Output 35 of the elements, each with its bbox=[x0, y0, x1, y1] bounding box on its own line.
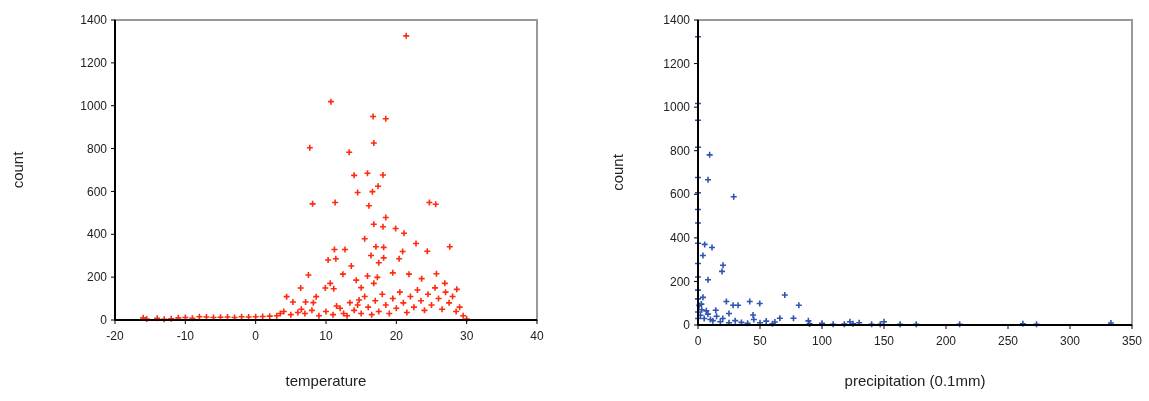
y-tick-label: 600 bbox=[86, 184, 108, 199]
y-tick-label: 1200 bbox=[80, 56, 108, 71]
x-tick-label: -10 bbox=[176, 329, 195, 343]
y-tick-label: 200 bbox=[86, 270, 108, 285]
x-tick-label: 20 bbox=[389, 329, 404, 343]
x-axis-title: temperature bbox=[285, 372, 367, 389]
y-tick-label: 1000 bbox=[663, 100, 691, 115]
y-axis-title: count bbox=[9, 150, 27, 189]
x-tick-label: 10 bbox=[319, 329, 333, 343]
y-axis-title: count bbox=[609, 153, 627, 191]
y-tick-label: 600 bbox=[669, 187, 691, 202]
y-tick-label: 1400 bbox=[663, 13, 691, 28]
y-tick-label: 0 bbox=[683, 318, 691, 333]
x-tick-label: 50 bbox=[753, 334, 767, 348]
y-tick-label: 1400 bbox=[80, 13, 108, 28]
x-tick-label: 200 bbox=[935, 334, 957, 348]
x-tick-label: -20 bbox=[106, 329, 124, 343]
y-tick-label: 400 bbox=[669, 231, 691, 246]
x-tick-label: 100 bbox=[811, 334, 833, 348]
x-tick-label: 40 bbox=[530, 329, 544, 343]
x-tick-label: 300 bbox=[1059, 334, 1081, 348]
x-tick-label: 30 bbox=[459, 329, 474, 343]
y-tick-label: 800 bbox=[86, 141, 108, 156]
y-tick-label: 400 bbox=[86, 227, 108, 242]
x-tick-label: 0 bbox=[252, 329, 260, 343]
x-tick-label: 150 bbox=[873, 334, 895, 348]
x-tick-label: 250 bbox=[997, 334, 1019, 348]
y-tick-label: 800 bbox=[669, 143, 691, 158]
y-tick-label: 1000 bbox=[80, 98, 108, 113]
y-tick-label: 0 bbox=[100, 313, 108, 328]
x-tick-label: 350 bbox=[1121, 334, 1143, 348]
x-axis-title: precipitation (0.1mm) bbox=[844, 372, 986, 389]
y-tick-label: 200 bbox=[669, 274, 691, 289]
x-tick-label: 0 bbox=[694, 334, 702, 348]
y-tick-label: 1200 bbox=[663, 56, 691, 71]
